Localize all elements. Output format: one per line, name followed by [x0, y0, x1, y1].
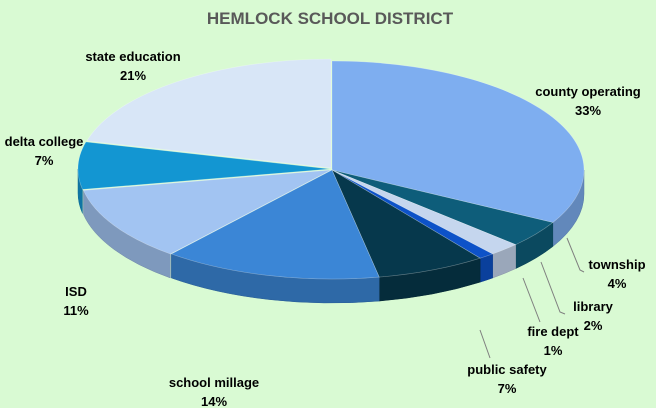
slice-label-name: ISD [65, 284, 87, 299]
slice-label-value: 1% [544, 343, 563, 358]
slice-labels: county operating 33% township 4% library 2% fi… [5, 49, 646, 408]
slice-school-millage [170, 169, 380, 280]
slice-label-name: delta college [5, 134, 84, 149]
slice-county-operating [331, 60, 585, 223]
slice-label-name: county operating [535, 84, 641, 99]
chart-title: HEMLOCK SCHOOL DISTRICT [207, 9, 454, 28]
slice-label-value: 2% [584, 318, 603, 333]
slice-label-name: fire dept [527, 324, 579, 339]
slice-label-name: public safety [467, 362, 547, 377]
slice-fire-dept [331, 169, 494, 259]
slice-label-county-operating: county operating 33% [535, 84, 641, 118]
slice-label-fire-dept: fire dept 1% [527, 324, 579, 358]
slice-public-safety [331, 169, 481, 278]
slice-label-value: 14% [201, 394, 227, 408]
slice-library [331, 169, 517, 255]
slice-label-name: state education [85, 49, 180, 64]
slice-label-value: 4% [608, 276, 627, 291]
slice-label-township: township 4% [588, 257, 645, 291]
slice-label-state-education: state education 21% [85, 49, 180, 83]
slice-label-value: 7% [35, 153, 54, 168]
slice-township [331, 169, 554, 245]
slice-label-public-safety: public safety 7% [467, 362, 547, 396]
leader-line-library [540, 261, 566, 315]
slice-label-name: library [573, 299, 614, 314]
slice-side-fire-dept [479, 253, 493, 283]
leader-line-fire-dept [522, 277, 541, 323]
slice-label-value: 7% [498, 381, 517, 396]
slice-label-value: 33% [575, 103, 601, 118]
slice-delta-college [77, 141, 331, 190]
slice-isd [83, 169, 332, 255]
slice-label-name: township [588, 257, 645, 272]
slice-label-library: library 2% [573, 299, 614, 333]
slice-label-isd: ISD 11% [63, 284, 89, 318]
pie-side-walls [77, 168, 585, 304]
leader-line-public-safety [479, 329, 491, 359]
slice-label-value: 21% [120, 68, 146, 83]
slice-label-school-millage: school millage 14% [169, 375, 259, 408]
slice-label-delta-college: delta college 7% [5, 134, 84, 168]
slice-label-value: 11% [63, 303, 89, 318]
leader-line-township [566, 237, 585, 273]
slice-label-name: school millage [169, 375, 259, 390]
slice-state-education [86, 58, 332, 169]
pie-slices [77, 58, 585, 304]
leader-lines [479, 237, 585, 359]
